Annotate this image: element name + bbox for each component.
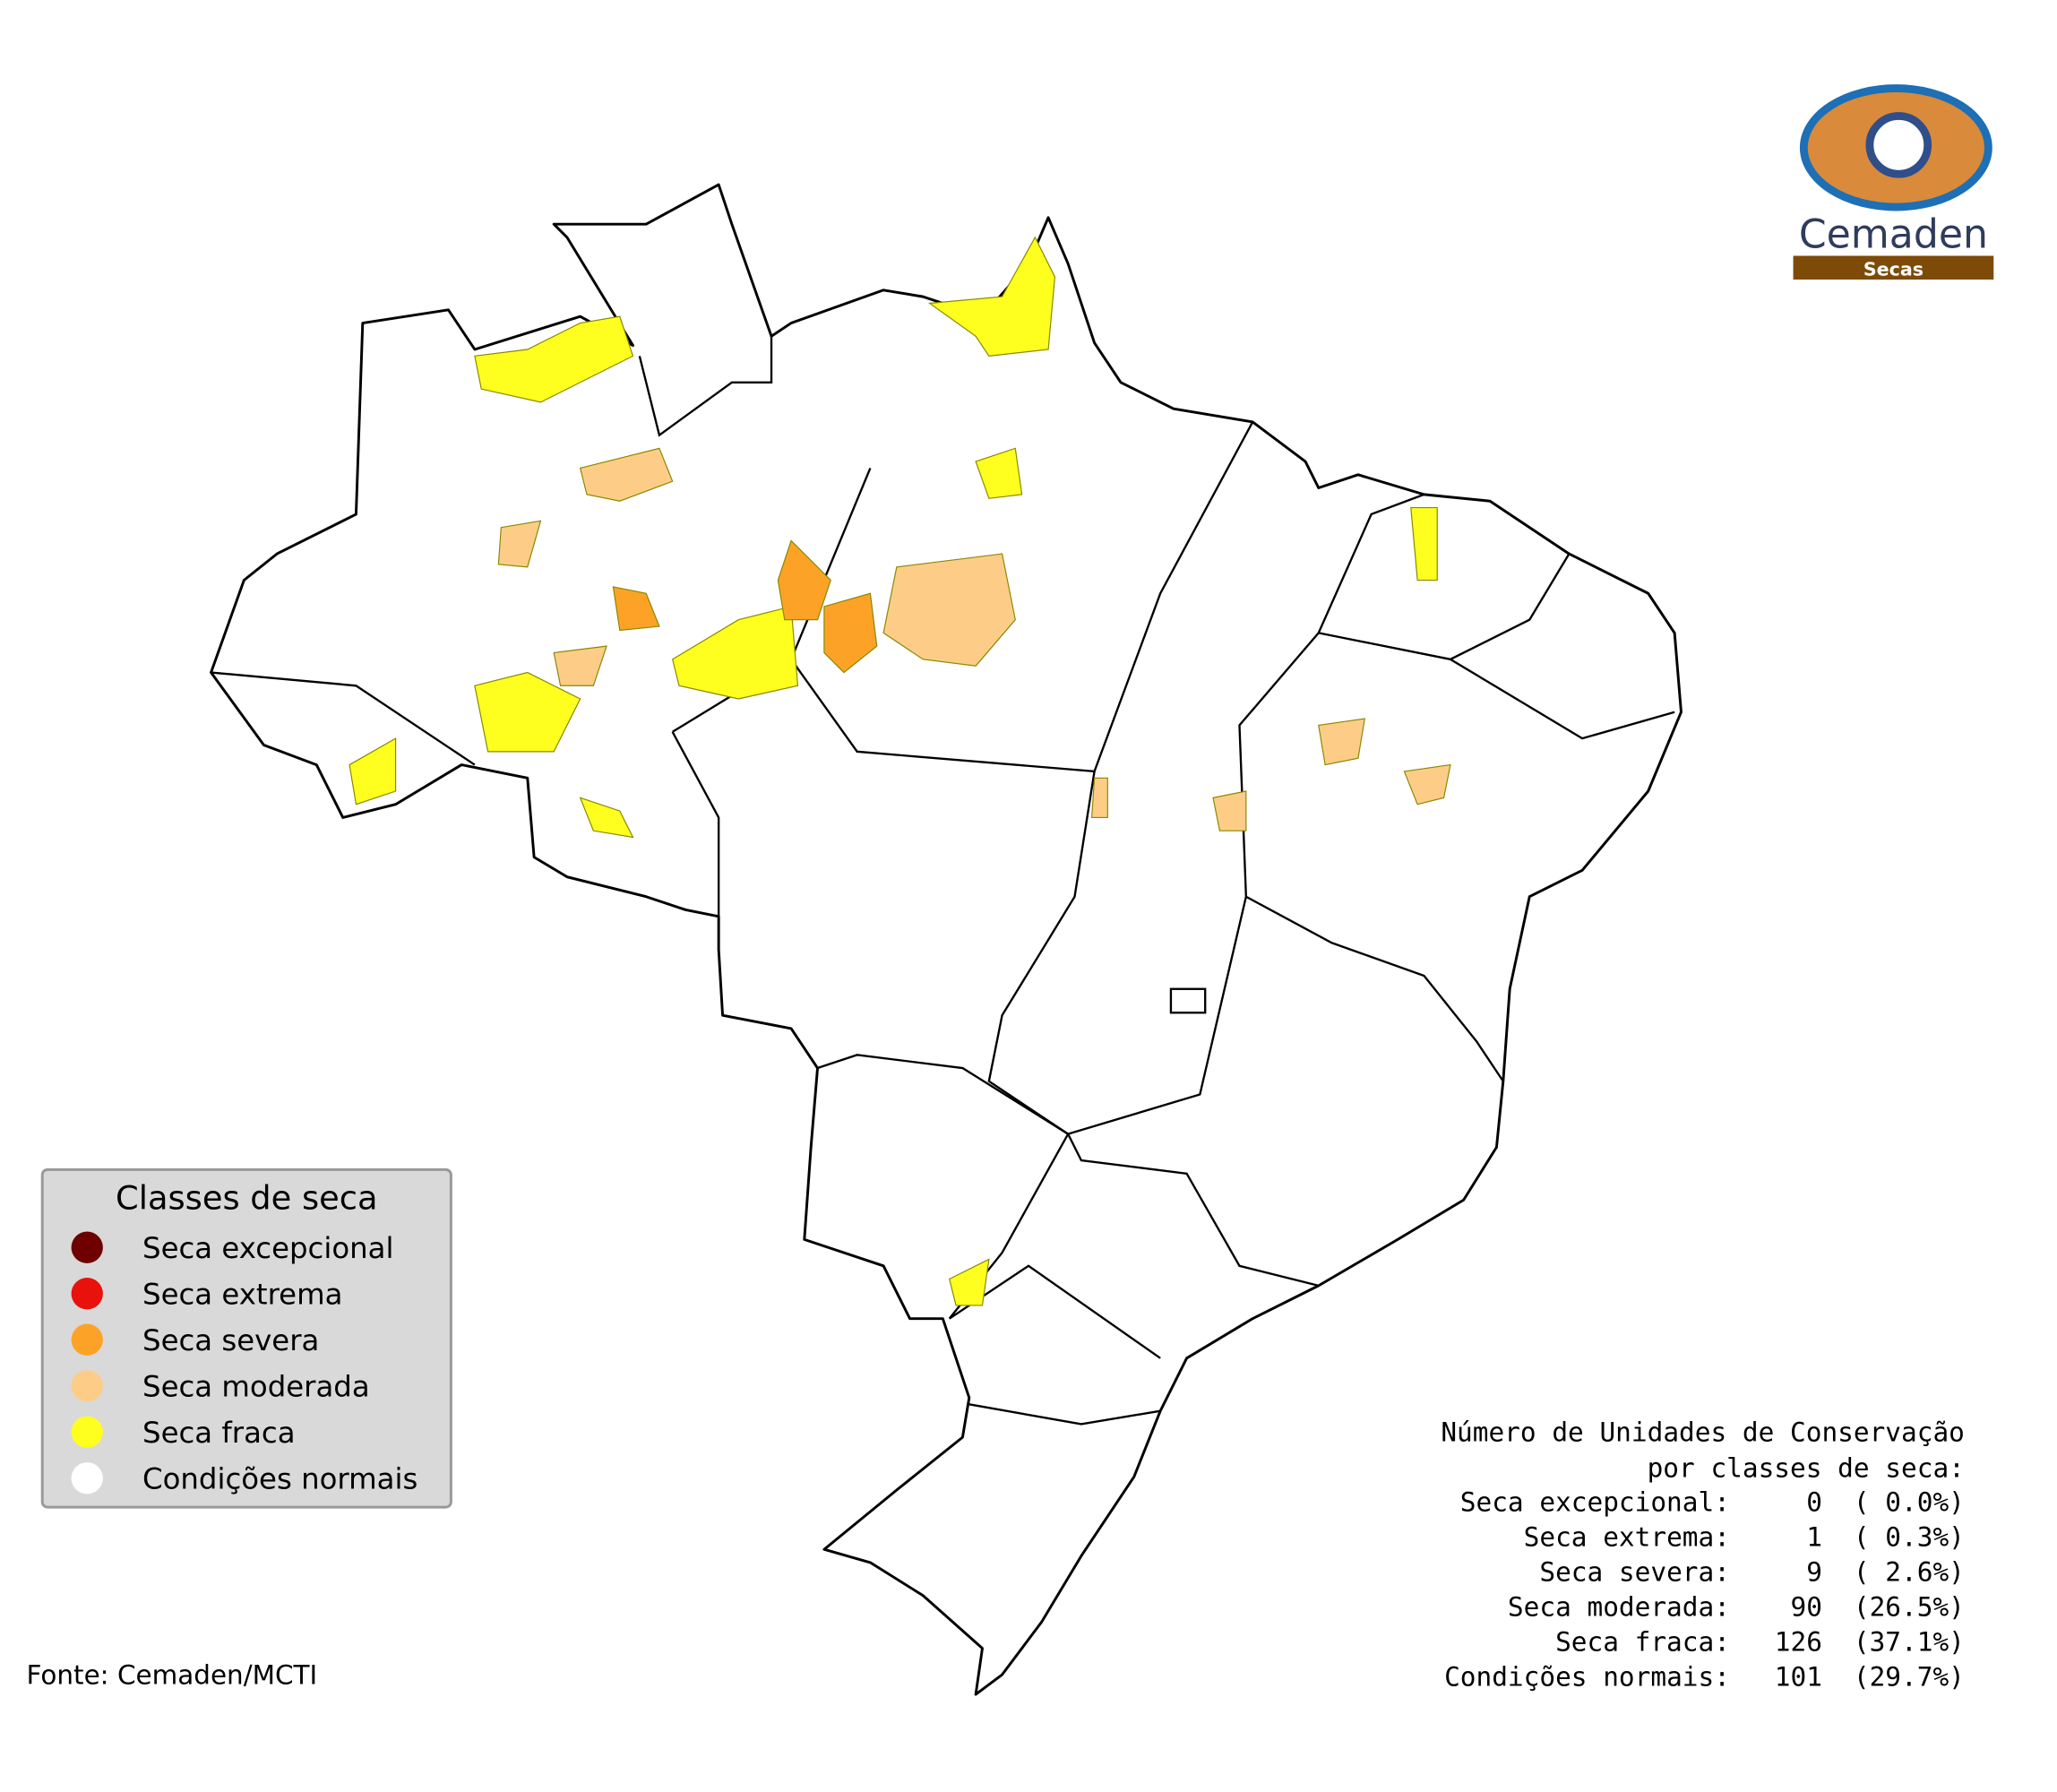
state-border (671, 493, 1424, 1135)
legend-label: Seca extrema (142, 1277, 342, 1311)
logo: Cemaden Secas (1793, 84, 1994, 280)
unit-severe (777, 539, 831, 621)
legend-title: Classes de seca (116, 1179, 377, 1218)
summary-percent: ( 0.3%) (1854, 1522, 1965, 1553)
summary-count: 9 (1806, 1557, 1822, 1588)
summary-percent: ( 0.0%) (1854, 1487, 1965, 1518)
state-border (1245, 553, 1675, 1082)
legend-box (40, 1167, 452, 1509)
federal-district (1169, 987, 1207, 1014)
brazil-map (210, 183, 1683, 1696)
legend-swatch (71, 1370, 103, 1402)
legend-swatch (71, 1278, 103, 1310)
unit-moderate (1091, 777, 1108, 819)
summary-count: 0 (1806, 1487, 1822, 1518)
summary-label: Seca moderada: (1508, 1592, 1730, 1623)
summary-percent: (26.5%) (1854, 1592, 1965, 1623)
unit-weak (671, 606, 799, 700)
summary-label: Seca extrema: (1524, 1522, 1730, 1553)
summary-count: 126 (1775, 1627, 1822, 1658)
summary-percent: ( 2.6%) (1854, 1557, 1965, 1588)
unit-weak (474, 315, 634, 403)
conservation-units (349, 236, 1451, 1306)
legend-swatch (71, 1231, 103, 1263)
unit-moderate (497, 520, 542, 568)
unit-weak (927, 236, 1056, 357)
unit-moderate (553, 645, 607, 686)
unit-moderate (1403, 763, 1451, 806)
summary-count: 101 (1775, 1662, 1822, 1693)
summary-percent: (37.1%) (1854, 1627, 1965, 1658)
summary-label: Seca excepcional: (1460, 1487, 1730, 1518)
summary-label: Condições normais: (1444, 1662, 1730, 1693)
summary-percent: (29.7%) (1854, 1662, 1965, 1693)
summary-subtitle: por classes de seca: (1648, 1452, 1965, 1483)
unit-weak (349, 737, 397, 806)
legend-swatch (71, 1323, 103, 1356)
summary-count: 1 (1806, 1522, 1822, 1553)
summary-count: 90 (1791, 1592, 1822, 1623)
unit-moderate (1212, 790, 1247, 831)
logo-name: Cemaden (1799, 212, 1988, 258)
legend-label: Seca moderada (142, 1369, 370, 1403)
unit-moderate (882, 553, 1016, 667)
legend-label: Seca excepcional (142, 1231, 393, 1265)
unit-weak (1410, 507, 1438, 582)
legend-label: Seca severa (142, 1323, 319, 1357)
state-border (817, 1054, 1320, 1426)
summary-label: Seca severa: (1539, 1557, 1730, 1588)
logo-iris (1865, 112, 1932, 178)
logo-band (1793, 255, 1994, 280)
source: Fonte: Cemaden/MCTI (27, 1659, 318, 1690)
unit-moderate (579, 447, 674, 502)
summary: Número de Unidades de Conservação por cl… (1441, 1417, 1965, 1693)
legend-swatch (71, 1462, 103, 1495)
legend-label: Seca fraca (142, 1416, 296, 1450)
legend-label: Condições normais (142, 1462, 417, 1496)
unit-weak (949, 1258, 990, 1306)
logo-subtitle: Secas (1863, 259, 1924, 280)
unit-weak (579, 797, 634, 839)
legend-swatch (71, 1416, 103, 1448)
summary-title: Número de Unidades de Conservação (1441, 1417, 1965, 1448)
unit-severe (612, 586, 660, 632)
country-outline (210, 183, 1683, 1696)
unit-weak (474, 671, 581, 753)
state-border (211, 336, 773, 766)
unit-moderate (1318, 718, 1365, 766)
unit-severe (823, 592, 878, 674)
unit-weak (975, 447, 1023, 499)
summary-label: Seca fraca: (1555, 1627, 1730, 1658)
legend: Classes de seca Seca excepcional Seca ext… (40, 1167, 452, 1509)
